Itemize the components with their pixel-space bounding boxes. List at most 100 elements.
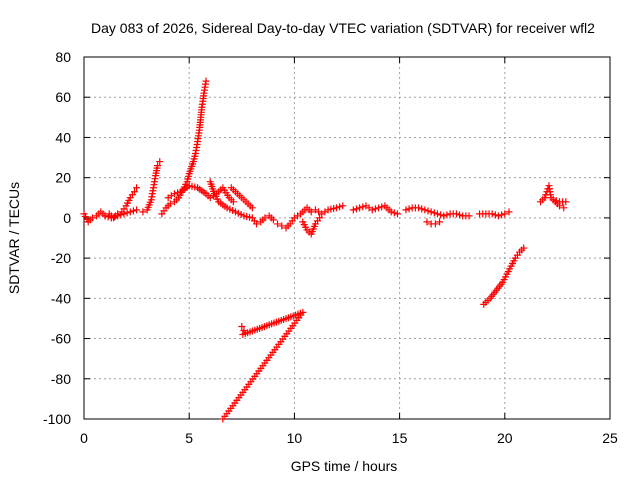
series-seg-n xyxy=(537,182,568,212)
data-point xyxy=(421,206,429,214)
data-point xyxy=(436,218,444,226)
data-point xyxy=(229,198,237,206)
data-point xyxy=(560,204,568,212)
y-tick-label: -40 xyxy=(51,290,71,306)
data-point xyxy=(375,204,383,212)
series-seg-g xyxy=(274,202,347,232)
series-seg-m xyxy=(480,244,528,308)
data-point xyxy=(332,204,340,212)
data-point xyxy=(456,211,464,219)
y-tick-label: -60 xyxy=(51,331,71,347)
data-point xyxy=(359,203,367,211)
data-point xyxy=(88,214,96,222)
data-point xyxy=(402,206,410,214)
x-tick-label: 10 xyxy=(287,430,303,446)
x-tick-label: 15 xyxy=(392,430,408,446)
data-point xyxy=(415,204,423,212)
data-point xyxy=(443,211,451,219)
data-point xyxy=(107,214,115,222)
series-seg-o xyxy=(549,196,570,206)
x-tick-label: 5 xyxy=(185,430,193,446)
y-tick-label: -80 xyxy=(51,371,71,387)
gridlines xyxy=(84,57,610,419)
data-point xyxy=(452,210,460,218)
series-seg-l xyxy=(476,208,513,220)
y-tick-label: 20 xyxy=(55,170,71,186)
data-point xyxy=(316,214,324,222)
series-seg-c xyxy=(139,158,164,216)
data-point xyxy=(248,204,256,212)
data-point xyxy=(562,198,570,206)
data-point xyxy=(431,220,439,228)
series-seg-a xyxy=(80,184,141,226)
data-point xyxy=(238,322,246,330)
data-point xyxy=(129,207,137,215)
data-point xyxy=(387,208,395,216)
data-point xyxy=(154,162,162,170)
data-point xyxy=(336,203,344,211)
data-point xyxy=(352,205,360,213)
data-point xyxy=(278,222,286,230)
x-axis-label: GPS time / hours xyxy=(291,458,398,474)
data-point xyxy=(440,212,448,220)
data-point xyxy=(114,212,122,220)
y-axis-ticks: -100 -80 -60 -40 -20 0 20 40 60 80 xyxy=(43,49,610,427)
y-axis-label: SDTVAR / TECUs xyxy=(6,182,22,294)
data-point xyxy=(269,216,277,224)
data-point xyxy=(133,184,141,192)
data-point xyxy=(104,213,112,221)
data-point xyxy=(549,196,557,204)
y-tick-label: 40 xyxy=(55,129,71,145)
x-tick-label: 25 xyxy=(602,430,618,446)
data-point xyxy=(437,211,445,219)
data-point xyxy=(552,197,560,205)
data-point xyxy=(405,205,413,213)
data-point xyxy=(488,210,496,218)
chart-title: Day 083 of 2026, Sidereal Day-to-day VTE… xyxy=(91,20,595,36)
series-seg-d xyxy=(158,77,210,218)
data-point xyxy=(120,210,128,218)
data-point xyxy=(494,212,502,220)
data-point xyxy=(170,190,178,198)
data-point xyxy=(465,212,473,220)
data-point xyxy=(123,209,131,217)
data-point xyxy=(253,220,261,228)
data-points xyxy=(80,77,570,423)
data-point xyxy=(356,204,364,212)
data-point xyxy=(430,209,438,217)
data-point xyxy=(423,218,431,226)
y-tick-label: 0 xyxy=(63,210,71,226)
data-point xyxy=(520,244,528,252)
data-point xyxy=(111,213,119,221)
y-tick-label: 60 xyxy=(55,89,71,105)
data-point xyxy=(219,415,227,423)
data-point xyxy=(339,202,347,210)
data-point xyxy=(418,205,426,213)
data-point xyxy=(117,211,125,219)
series-seg-h xyxy=(299,214,324,238)
series-seg-k xyxy=(423,218,444,228)
data-point xyxy=(541,194,549,202)
series-seg-i xyxy=(349,202,401,218)
data-point xyxy=(274,220,282,228)
y-tick-label: -100 xyxy=(43,411,71,427)
data-point xyxy=(349,206,357,214)
data-point xyxy=(261,214,269,222)
series-outliers xyxy=(219,308,307,423)
data-point xyxy=(156,158,164,166)
data-point xyxy=(378,203,386,211)
x-axis-ticks: 0 5 10 15 20 25 xyxy=(80,57,618,446)
plot-frame xyxy=(83,56,611,420)
y-tick-label: -20 xyxy=(51,250,71,266)
data-point xyxy=(501,210,509,218)
series-seg-j xyxy=(402,204,473,220)
data-point xyxy=(307,208,315,216)
data-point xyxy=(498,211,506,219)
data-point xyxy=(433,210,441,218)
data-point xyxy=(390,209,398,217)
data-point xyxy=(491,211,499,219)
series-seg-f xyxy=(206,178,277,228)
data-point xyxy=(202,77,210,85)
series-seg-p xyxy=(227,184,256,212)
